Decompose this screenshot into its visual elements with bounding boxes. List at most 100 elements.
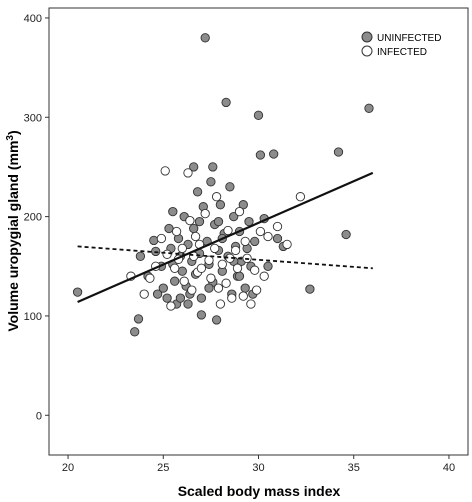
point-infected	[223, 225, 233, 236]
point-uninfected	[194, 216, 205, 227]
point-uninfected	[253, 110, 264, 120]
point-infected	[160, 166, 170, 176]
point-uninfected	[149, 235, 159, 246]
point-infected	[255, 226, 266, 237]
point-uninfected	[135, 251, 146, 261]
point-uninfected	[305, 284, 315, 294]
point-infected	[259, 271, 269, 281]
legend: UNINFECTED INFECTED	[361, 31, 441, 58]
y-axis-title-main: Volume uropygial gland (mm	[5, 141, 21, 332]
x-tick-label: 30	[252, 462, 264, 474]
point-uninfected	[263, 261, 273, 271]
x-tick-label: 20	[62, 462, 74, 474]
point-uninfected	[130, 327, 140, 337]
point-infected	[282, 239, 292, 250]
y-tick-label: 300	[24, 112, 42, 124]
point-infected	[238, 291, 248, 301]
point-uninfected	[72, 287, 83, 297]
point-infected	[234, 206, 245, 217]
trend-line-uninfected	[77, 171, 374, 304]
point-uninfected	[234, 271, 245, 281]
point-uninfected	[177, 266, 187, 276]
point-uninfected	[244, 216, 254, 227]
y-axis-title: Volume uropygial gland (mm3)	[5, 130, 21, 331]
point-uninfected	[168, 206, 178, 217]
point-uninfected	[221, 97, 231, 108]
point-infected	[272, 221, 283, 232]
trend-line-infected	[77, 245, 373, 270]
y-tick-label: 200	[24, 212, 42, 224]
point-infected	[166, 301, 176, 311]
point-uninfected	[175, 293, 186, 303]
point-uninfected	[170, 276, 180, 286]
data-points	[72, 33, 374, 337]
point-infected	[170, 263, 180, 273]
legend-marker-infected	[361, 45, 373, 57]
point-infected	[183, 168, 193, 178]
point-infected	[230, 245, 241, 256]
point-infected	[177, 243, 187, 254]
x-axis-title: Scaled body mass index	[178, 483, 341, 499]
point-infected	[215, 299, 226, 309]
point-uninfected	[211, 315, 222, 325]
legend-label-infected: INFECTED	[377, 47, 427, 58]
point-infected	[179, 276, 189, 286]
point-uninfected	[272, 233, 283, 244]
point-infected	[221, 278, 231, 288]
point-uninfected	[162, 293, 172, 303]
point-infected	[185, 215, 195, 226]
point-infected	[240, 236, 250, 247]
point-infected	[200, 208, 210, 219]
point-infected	[145, 273, 155, 283]
legend-marker-uninfected	[361, 31, 373, 43]
point-infected	[139, 289, 149, 299]
point-uninfected	[164, 223, 174, 234]
point-infected	[204, 255, 214, 265]
point-infected	[217, 259, 227, 269]
point-uninfected	[192, 187, 203, 197]
point-infected	[263, 231, 273, 242]
x-tick-label: 25	[157, 462, 169, 474]
point-uninfected	[250, 236, 260, 247]
x-tick-label: 40	[443, 462, 455, 474]
point-infected	[171, 226, 182, 237]
point-infected	[190, 231, 201, 242]
point-uninfected	[189, 162, 199, 172]
point-uninfected	[333, 147, 344, 157]
point-infected	[227, 293, 237, 303]
point-infected	[213, 283, 224, 293]
y-tick-label: 0	[36, 410, 42, 422]
legend-label-uninfected: UNINFECTED	[377, 33, 441, 44]
point-uninfected	[183, 299, 193, 309]
point-uninfected	[196, 293, 207, 303]
point-uninfected	[208, 162, 218, 172]
point-uninfected	[158, 283, 168, 293]
point-uninfected	[189, 223, 199, 234]
point-uninfected	[240, 283, 250, 293]
x-tick-label: 35	[348, 462, 360, 474]
point-uninfected	[255, 150, 266, 160]
point-infected	[211, 192, 222, 202]
y-tick-label: 100	[24, 311, 42, 323]
point-uninfected	[196, 310, 207, 320]
point-uninfected	[225, 182, 235, 192]
point-uninfected	[341, 229, 351, 240]
point-infected	[295, 192, 306, 202]
point-infected	[210, 243, 220, 254]
point-uninfected	[200, 33, 210, 43]
point-uninfected	[364, 103, 374, 113]
point-infected	[250, 265, 260, 275]
point-uninfected	[152, 289, 163, 299]
point-uninfected	[206, 177, 216, 187]
point-uninfected	[213, 216, 224, 227]
point-uninfected	[204, 283, 214, 293]
y-axis-title-close: )	[5, 130, 21, 135]
point-uninfected	[238, 200, 248, 210]
point-infected	[187, 285, 197, 295]
point-infected	[162, 249, 172, 259]
point-infected	[156, 233, 167, 244]
point-infected	[251, 285, 262, 295]
